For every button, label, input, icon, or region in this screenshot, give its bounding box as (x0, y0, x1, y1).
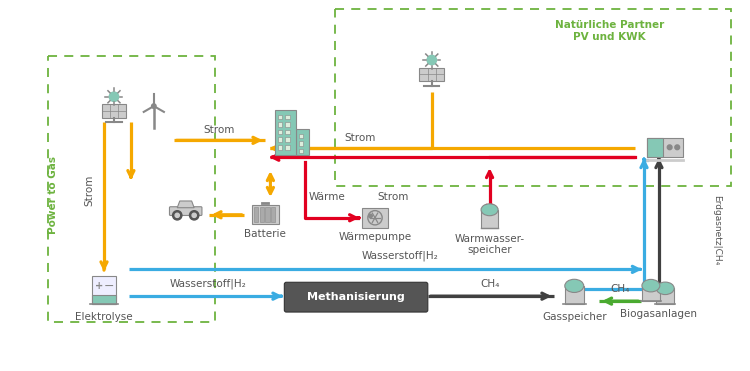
Circle shape (369, 214, 372, 218)
Circle shape (192, 213, 196, 217)
Bar (92, 295, 116, 304)
Bar (285, 122, 290, 127)
Bar (285, 115, 290, 119)
Text: CH₄: CH₄ (480, 279, 500, 289)
Text: CH₄: CH₄ (610, 284, 630, 294)
Bar (285, 130, 290, 134)
Bar (481, 210, 498, 228)
Circle shape (427, 55, 436, 65)
Polygon shape (177, 201, 194, 208)
Bar (647, 138, 683, 157)
Text: Batterie: Batterie (244, 229, 286, 239)
Text: Strom: Strom (377, 192, 409, 202)
Bar (278, 130, 283, 134)
Bar (252, 206, 279, 224)
Bar (275, 110, 296, 155)
Bar (656, 288, 674, 304)
Text: +: + (95, 281, 104, 291)
Text: Strom: Strom (84, 174, 94, 206)
Bar (271, 207, 275, 222)
Text: Erdgasnetz|CH₄: Erdgasnetz|CH₄ (712, 194, 722, 265)
Bar (285, 145, 290, 150)
Text: Wasserstoff|H₂: Wasserstoff|H₂ (362, 251, 438, 262)
Bar (278, 137, 283, 142)
Ellipse shape (565, 279, 584, 292)
Bar (260, 207, 264, 222)
Text: −: − (104, 280, 114, 293)
Text: Power to Gas: Power to Gas (48, 156, 58, 234)
Circle shape (152, 104, 156, 108)
Circle shape (675, 145, 680, 150)
Bar (285, 137, 290, 142)
Circle shape (175, 213, 179, 217)
Bar (419, 68, 444, 81)
Bar (298, 134, 303, 138)
Bar (48, 56, 214, 322)
FancyBboxPatch shape (284, 282, 428, 312)
Bar (296, 129, 309, 155)
Text: Natürliche Partner
PV und KWK: Natürliche Partner PV und KWK (554, 20, 664, 42)
Text: Warmwasser-
speicher: Warmwasser- speicher (454, 234, 525, 255)
Bar (278, 115, 283, 119)
Bar (92, 276, 116, 304)
Bar (642, 286, 660, 301)
FancyBboxPatch shape (170, 207, 202, 216)
Bar (278, 122, 283, 127)
Bar (278, 145, 283, 150)
Text: Gasspeicher: Gasspeicher (542, 312, 607, 322)
Text: Biogasanlagen: Biogasanlagen (620, 309, 698, 319)
Text: Wärmepumpe: Wärmepumpe (338, 232, 412, 242)
Text: Methanisierung: Methanisierung (308, 292, 405, 302)
Bar (254, 207, 258, 222)
Text: Strom: Strom (203, 125, 234, 135)
Bar (298, 141, 303, 146)
Ellipse shape (656, 282, 674, 295)
Text: Wärme: Wärme (309, 192, 346, 202)
Bar (335, 9, 730, 186)
Bar (647, 138, 663, 157)
Text: Strom: Strom (344, 133, 376, 143)
Text: Wasserstoff|H₂: Wasserstoff|H₂ (170, 279, 246, 289)
Bar (266, 207, 270, 222)
Bar (362, 208, 388, 227)
Ellipse shape (481, 204, 498, 216)
Ellipse shape (642, 279, 660, 292)
Bar (298, 149, 303, 153)
Text: Elektrolyse: Elektrolyse (75, 312, 133, 322)
Circle shape (668, 145, 672, 150)
Bar (102, 104, 126, 118)
Bar (565, 286, 584, 304)
Circle shape (110, 92, 118, 102)
Circle shape (190, 211, 199, 220)
Circle shape (172, 211, 182, 220)
